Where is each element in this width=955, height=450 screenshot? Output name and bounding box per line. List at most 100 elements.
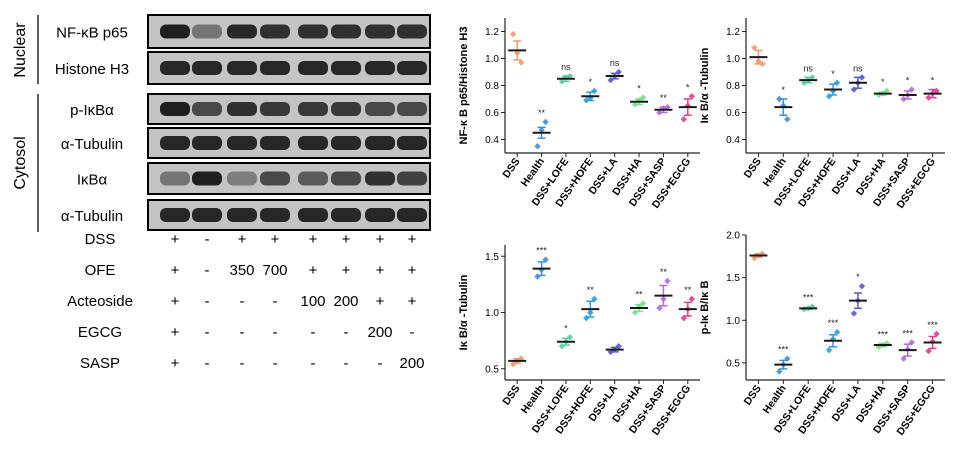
treatment-value: + [408,231,417,248]
y-tick-label: 1.0 [726,54,740,65]
compartment-label: Nuclear [12,22,29,78]
blot-band [192,61,222,75]
significance-label: *** [927,320,938,330]
blot-band [160,171,190,186]
significance-label: * [831,69,835,79]
treatment-row: EGCG + - - - - - 200 - [78,324,415,341]
blot-row: α-Tubulin [61,199,431,231]
y-axis-label: Iκ B/α -Tubulin [458,274,470,350]
treatment-value: - [273,355,278,372]
treatment-value: + [309,231,318,248]
treatment-row: DSS + - + + + + + + [85,231,417,248]
data-point [688,93,696,100]
blot-band [397,102,427,116]
blot-band [298,136,328,150]
data-point [591,87,598,95]
data-point [583,314,590,322]
blot-row: α-Tubulin [61,127,431,159]
treatment-value: 700 [262,262,287,279]
y-tick-label: 2.0 [726,231,740,242]
treatment-value: + [171,293,180,310]
blot-band [160,61,190,75]
blot-row: p-IκBα [70,93,431,125]
blot-row-label: NF-κB p65 [56,25,128,42]
treatment-value: - [240,355,245,372]
blot-band [160,208,190,222]
treatment-value: - [205,355,210,372]
chart-panel: 0.40.60.81.01.2NF-κ B p65/Histone H3DSSH… [458,18,700,211]
y-tick-label: 0.8 [485,81,499,92]
treatment-name: EGCG [78,324,122,341]
data-point [534,143,541,150]
treatment-value: + [342,262,351,279]
blot-band [365,24,395,39]
y-axis-label: p-Iκ B/Iκ B [699,281,711,335]
significance-label: ** [684,285,692,295]
blot-band [365,208,395,222]
data-point [908,86,915,93]
y-axis-label: Iκ B/α -Tubulin [699,47,711,123]
y-tick-label: 0.8 [726,81,740,92]
significance-label: ** [538,108,546,118]
blot-band [260,136,290,150]
treatment-value: + [376,231,385,248]
significance-label: ns [803,63,813,73]
blot-row: IκBα [77,162,431,195]
y-tick-label: 1.5 [485,252,499,263]
blot-band [365,61,395,75]
treatment-value: 200 [399,355,424,372]
blot-row-label: p-IκBα [70,102,114,119]
blot-band [160,136,190,150]
y-tick-label: 0.4 [726,135,740,146]
blot-band [331,171,361,186]
blot-band [192,136,222,150]
blot-band [397,24,427,39]
treatment-value: + [376,293,385,310]
blot-row: NF-κB p65 [56,14,431,49]
data-point [517,59,525,66]
y-tick-label: 1.5 [726,273,740,284]
significance-label: ** [660,267,668,277]
treatment-value: + [271,231,280,248]
data-point [558,343,566,350]
treatment-value: + [309,262,318,279]
treatment-value: + [171,324,180,341]
blot-band [331,208,361,222]
data-point [631,309,639,316]
significance-label: ** [587,285,595,295]
chart-panel: 0.51.01.5Iκ B/α -TubulinDSSHealth***DSS+… [458,245,700,438]
blot-band [397,171,427,186]
y-tick-label: 0.4 [485,135,499,146]
treatment-value: - [205,231,210,248]
blot-band [397,208,427,222]
treatment-value: 350 [229,262,254,279]
data-point [825,346,833,354]
treatment-value: - [205,293,210,310]
blot-row-label: α-Tubulin [61,208,123,225]
significance-label: * [906,76,910,86]
treatment-value: - [205,262,210,279]
treatment-value: - [273,293,278,310]
blot-band [298,102,328,116]
treatment-value: - [273,324,278,341]
blot-band [260,208,290,222]
blot-band [160,102,190,116]
treatment-value: + [376,262,385,279]
x-tick-label: DSS [500,383,522,408]
data-point [833,79,841,86]
blot-band [331,136,361,150]
western-blot: NF-κB p65 Histone H3 p-IκBα α-Tubulin IκBα α-… [12,14,431,372]
y-tick-label: 0.5 [726,358,740,369]
blot-band [298,171,328,186]
blot-band [365,102,395,116]
y-axis-label: NF-κ B p65/Histone H3 [458,27,470,145]
significance-label: * [686,82,690,92]
blot-row-label: α-Tubulin [61,136,123,153]
y-tick-label: 0.6 [485,108,499,119]
data-point [850,86,858,93]
treatment-value: - [240,293,245,310]
data-point [566,334,574,341]
blot-band [365,136,395,150]
data-point [925,347,932,355]
significance-label: * [856,272,860,282]
